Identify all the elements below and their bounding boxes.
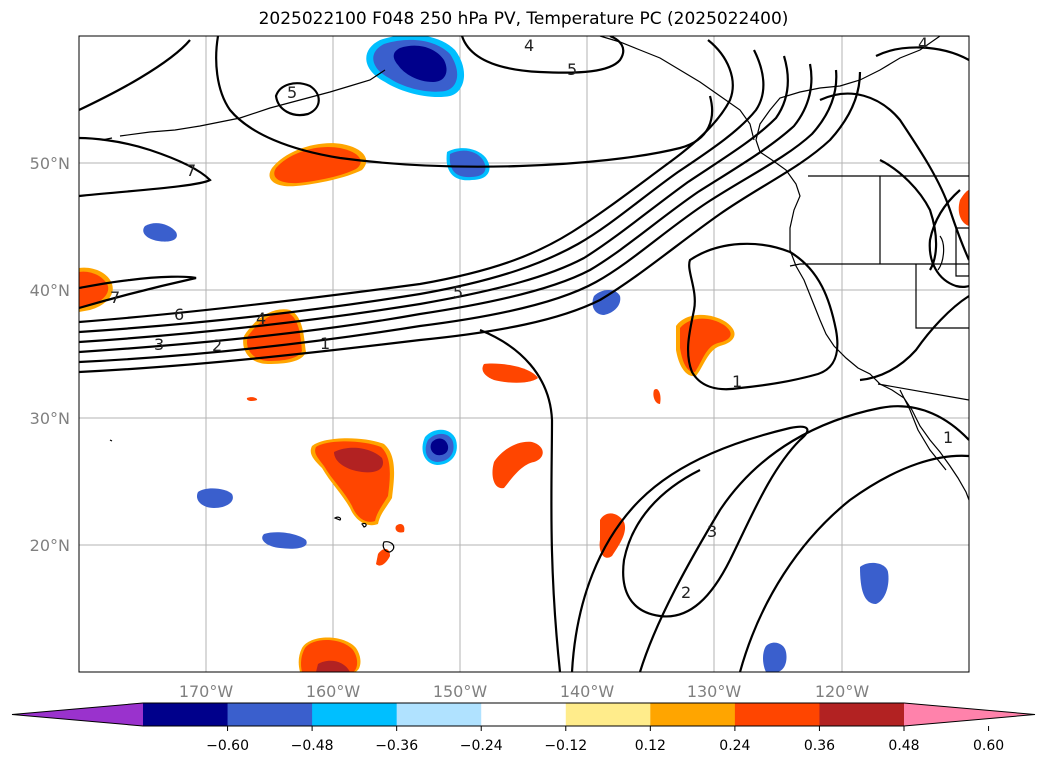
colorbar-segment bbox=[481, 703, 567, 726]
contour-label: 1 bbox=[320, 334, 330, 353]
colorbar-segment bbox=[650, 703, 736, 726]
temperature-contours bbox=[79, 36, 969, 672]
contour-label: 5 bbox=[453, 283, 463, 302]
colorbar-extend-high bbox=[904, 703, 1035, 726]
contour-label: 2 bbox=[681, 583, 691, 602]
map-frame bbox=[78, 35, 970, 673]
colorbar-tick-label: −0.12 bbox=[544, 738, 587, 754]
contour-label: 7 bbox=[186, 161, 196, 180]
lon-label-130w: 130°W bbox=[687, 682, 742, 701]
colorbar: −0.60 −0.48 −0.36 −0.24 −0.12 0.12 0.24 0.36 0.4… bbox=[11, 702, 1036, 754]
contour-label: 1 bbox=[943, 428, 953, 447]
colorbar-outline bbox=[11, 702, 1036, 727]
colorbar-segment bbox=[227, 703, 313, 726]
colorbar-tick-label: 0.36 bbox=[804, 738, 835, 754]
latitude-labels: 50°N 40°N 30°N 20°N bbox=[30, 154, 70, 555]
contour-label: 5 bbox=[567, 60, 577, 79]
contour-label: 5 bbox=[287, 83, 297, 102]
contour-labels: 4 5 5 7 4 6 4 3 2 1 5 1 3 2 1 7 bbox=[110, 34, 953, 602]
contour-label: 4 bbox=[524, 36, 534, 55]
colorbar-segment bbox=[819, 703, 905, 726]
colorbar-tick-label: −0.36 bbox=[375, 738, 418, 754]
lat-label-40n: 40°N bbox=[30, 281, 70, 300]
colorbar-segment bbox=[312, 703, 398, 726]
colorbar-segment bbox=[734, 703, 820, 726]
colorbar-segment bbox=[396, 703, 482, 726]
coastlines bbox=[101, 36, 969, 553]
contour-label: 2 bbox=[212, 336, 222, 355]
colorbar-tick-label: 0.60 bbox=[973, 738, 1004, 754]
lon-label-150w: 150°W bbox=[433, 682, 488, 701]
lon-label-170w: 170°W bbox=[179, 682, 234, 701]
contour-label: 1 bbox=[732, 372, 742, 391]
contour-label: 4 bbox=[256, 309, 266, 328]
graticule bbox=[79, 36, 969, 672]
contour-label: 6 bbox=[174, 305, 184, 324]
contour-label: 3 bbox=[707, 522, 717, 541]
lon-label-160w: 160°W bbox=[306, 682, 361, 701]
lon-label-140w: 140°W bbox=[560, 682, 615, 701]
lat-label-20n: 20°N bbox=[30, 536, 70, 555]
colorbar-tick-label: 0.12 bbox=[635, 738, 666, 754]
lat-label-30n: 30°N bbox=[30, 409, 70, 428]
colorbar-extend-low bbox=[12, 703, 143, 726]
colorbar-segment bbox=[565, 703, 651, 726]
contour-label: 4 bbox=[918, 34, 928, 53]
lat-label-50n: 50°N bbox=[30, 154, 70, 173]
lon-label-120w: 120°W bbox=[815, 682, 870, 701]
colorbar-tick-label: 0.48 bbox=[888, 738, 919, 754]
map-plot-area: 4 5 5 7 4 6 4 3 2 1 5 1 3 2 1 7 bbox=[79, 34, 969, 672]
contour-label: 3 bbox=[154, 335, 164, 354]
colorbar-tick-label: −0.60 bbox=[206, 738, 249, 754]
colorbar-tick-label: −0.48 bbox=[291, 738, 334, 754]
colorbar-tick-label: 0.24 bbox=[719, 738, 750, 754]
colorbar-segment bbox=[143, 703, 229, 726]
contour-label: 7 bbox=[110, 288, 120, 307]
colorbar-tick-label: −0.24 bbox=[460, 738, 503, 754]
negative-pv-anomalies bbox=[143, 36, 889, 672]
map-title: 2025022100 F048 250 hPa PV, Temperature … bbox=[258, 9, 789, 29]
longitude-labels: 170°W 160°W 150°W 140°W 130°W 120°W bbox=[179, 682, 870, 701]
